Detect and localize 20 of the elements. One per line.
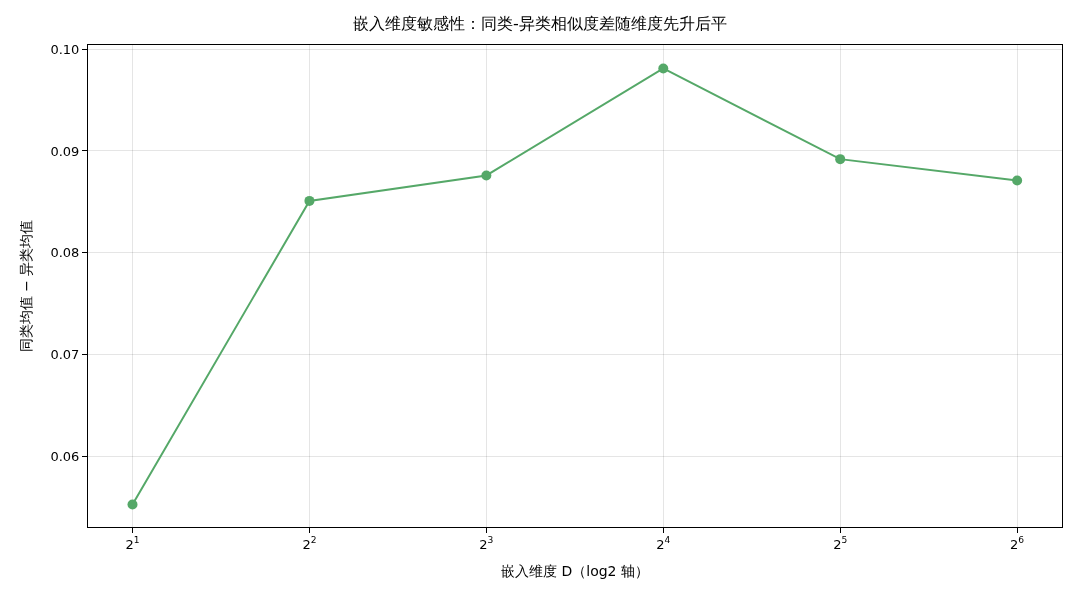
y-tick-label: 0.06 bbox=[50, 449, 80, 465]
y-tick-label: 0.09 bbox=[50, 143, 80, 159]
y-tick-label: 0.08 bbox=[50, 245, 80, 261]
point bbox=[304, 195, 315, 206]
point bbox=[1012, 175, 1023, 186]
y-axis-title: 同类均值 − 异类均值 bbox=[18, 219, 35, 353]
point bbox=[835, 154, 846, 165]
point bbox=[481, 170, 492, 181]
point bbox=[127, 499, 138, 510]
y-tick-label: 0.10 bbox=[50, 41, 80, 57]
x-tick-label: 2$^{2}$ bbox=[302, 535, 317, 552]
x-tick-label: 2$^{4}$ bbox=[656, 535, 671, 552]
x-tick-label: 2$^{3}$ bbox=[479, 535, 494, 552]
point bbox=[658, 63, 669, 74]
x-tick-label: 2$^{5}$ bbox=[833, 535, 848, 552]
x-axis-title: 嵌入维度 D（log2 轴） bbox=[501, 562, 649, 579]
x-tick-label: 2$^{1}$ bbox=[125, 535, 140, 552]
x-tick-label: 2$^{6}$ bbox=[1010, 535, 1025, 552]
y-tick-label: 0.07 bbox=[50, 347, 80, 363]
chart-title: 嵌入维度敏感性：同类-异类相似度差随维度先升后平 bbox=[353, 14, 727, 34]
